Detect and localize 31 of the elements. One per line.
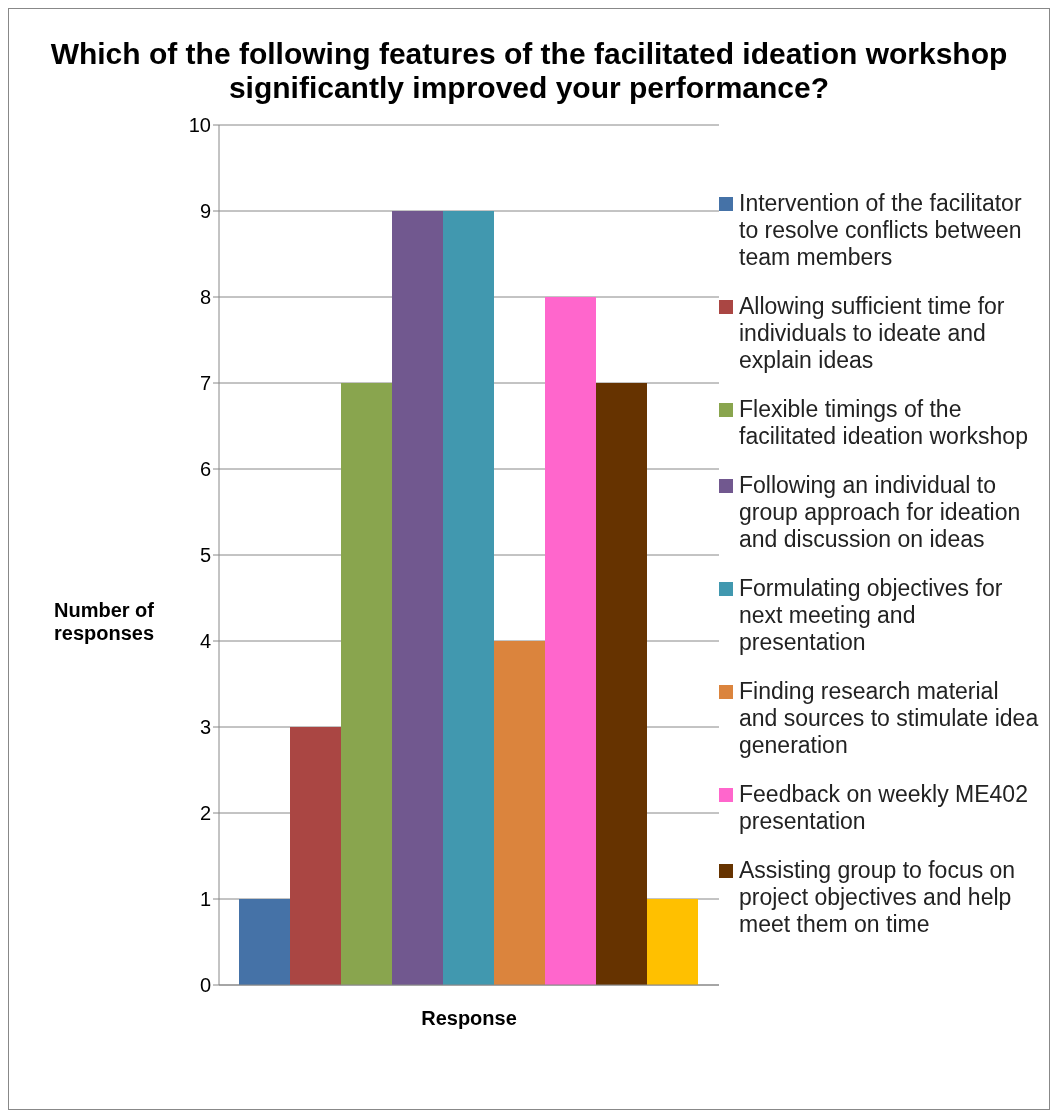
legend-label: Feedback on weekly ME402 presentation — [739, 781, 1029, 835]
chart-title: Which of the following features of the facilitated ideation workshop significantly improved your performance? — [49, 36, 1009, 105]
x-axis-title: Response — [421, 1007, 517, 1029]
y-tick-label: 0 — [199, 974, 211, 997]
y-tick-label: 2 — [199, 802, 211, 825]
y-tick-label: 6 — [199, 458, 211, 481]
y-tick-label: 1 — [199, 888, 211, 911]
y-tick-label: 4 — [199, 630, 211, 653]
y-tick-label: 9 — [199, 200, 211, 223]
legend-label: Flexible timings of the facilitated ideation workshop — [739, 396, 1029, 450]
legend-label: Finding research material and sources to stimulate idea generation — [739, 678, 1039, 759]
y-tick-label: 7 — [199, 372, 211, 395]
bar — [545, 297, 596, 985]
bar — [239, 899, 290, 985]
bar — [443, 211, 494, 985]
legend-label: Intervention of the facilitator to resolve conflicts between team members — [739, 190, 1023, 271]
y-tick-label: 3 — [199, 716, 211, 739]
y-tick-label: 8 — [199, 286, 211, 309]
y-tick-label: 5 — [199, 544, 211, 567]
legend-label: Assisting group to focus on project objectives and help meet them on time — [739, 857, 1017, 938]
bar — [341, 383, 392, 985]
bar — [290, 727, 341, 985]
bar — [647, 899, 698, 985]
bar — [494, 641, 545, 985]
y-tick-label: 10 — [188, 114, 211, 137]
bar — [596, 383, 647, 985]
y-axis-title: Number of responses — [52, 599, 156, 645]
bar — [392, 211, 443, 985]
legend-label: Following an individual to group approach for ideation and discussion on ideas — [739, 472, 1022, 553]
legend-label: Allowing sufficient time for individuals to ideate and explain ideas — [739, 293, 1006, 374]
legend-label: Formulating objectives for next meeting and presentation — [739, 575, 1004, 656]
